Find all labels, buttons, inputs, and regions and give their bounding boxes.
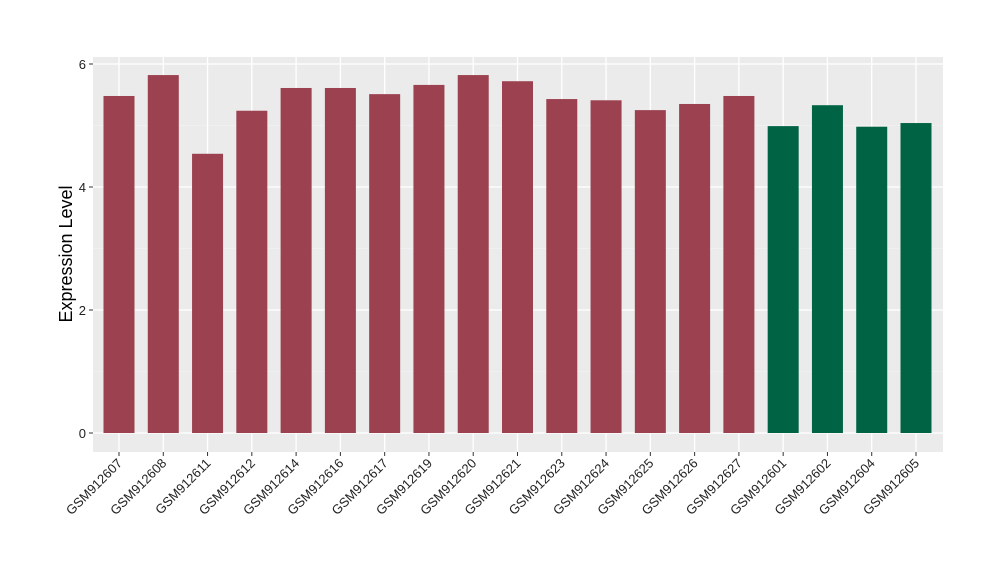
bar-GSM912620 (457, 75, 489, 433)
bar-GSM912612 (236, 110, 268, 434)
bar-GSM912601 (767, 126, 799, 434)
bar-GSM912602 (811, 105, 843, 433)
x-axis: GSM912607GSM912608GSM912611GSM912612GSM9… (63, 452, 922, 518)
bar-GSM912611 (192, 153, 224, 434)
bar-GSM912608 (147, 75, 179, 433)
bar-GSM912625 (634, 110, 666, 433)
y-tick-label: 2 (79, 303, 86, 318)
y-axis-title: Expression Level (56, 185, 76, 322)
bar-GSM912614 (280, 87, 312, 434)
bar-GSM912619 (413, 84, 445, 433)
y-tick-label: 0 (79, 426, 86, 441)
y-tick-label: 6 (79, 57, 86, 72)
bar-GSM912623 (546, 99, 578, 434)
bar-GSM912624 (590, 100, 622, 433)
bars (103, 75, 932, 434)
bar-GSM912621 (502, 81, 533, 433)
bar-GSM912627 (723, 95, 755, 433)
bar-GSM912607 (103, 95, 135, 433)
bar-GSM912617 (369, 94, 401, 433)
y-axis: 0 2 4 6 (79, 57, 93, 441)
bar-GSM912616 (324, 87, 356, 434)
bar-GSM912604 (856, 126, 888, 433)
y-tick-label: 4 (79, 180, 86, 195)
bar-GSM912626 (679, 103, 711, 433)
bar-GSM912605 (900, 123, 932, 433)
